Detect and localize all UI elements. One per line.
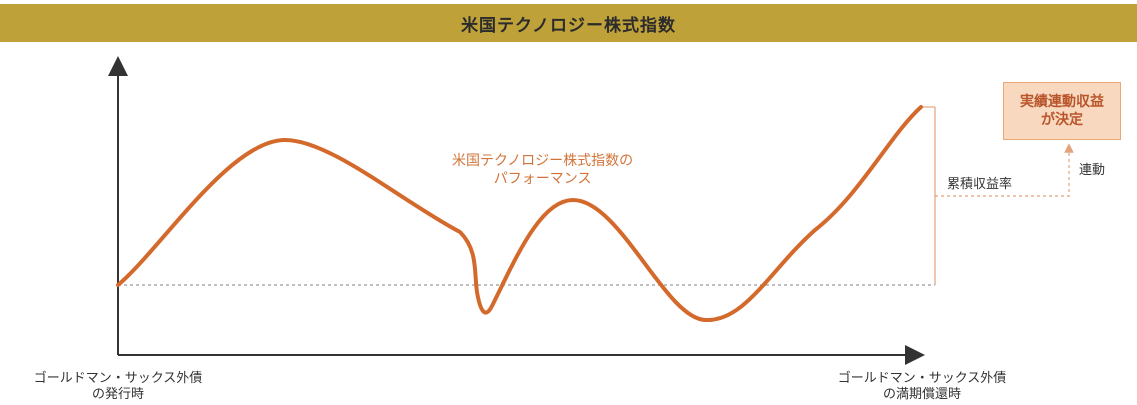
x-label-start-line2: の発行時 <box>91 387 144 402</box>
cumulative-return-label: 累積収益率 <box>947 177 1013 192</box>
curve-label-line1: 米国テクノロジー株式指数の <box>452 153 634 169</box>
result-box-line1: 実績連動収益 <box>1020 94 1104 110</box>
x-label-end-line2: の満期償還時 <box>882 387 961 402</box>
diagram-title: 米国テクノロジー株式指数 <box>461 15 676 36</box>
x-label-start: ゴールドマン・サックス外債 の発行時 <box>8 371 228 403</box>
curve-label-line2: パフォーマンス <box>493 171 592 187</box>
x-label-end: ゴールドマン・サックス外債 の満期償還時 <box>812 371 1032 403</box>
link-connector <box>935 143 1074 197</box>
curve-label: 米国テクノロジー株式指数の パフォーマンス <box>452 152 633 188</box>
performance-curve <box>116 105 923 323</box>
result-box-line2: が決定 <box>1041 112 1083 128</box>
x-label-end-line1: ゴールドマン・サックス外債 <box>837 371 1007 386</box>
result-box: 実績連動収益 が決定 <box>1003 82 1121 140</box>
link-label: 連動 <box>1079 163 1106 178</box>
title-bar: 米国テクノロジー株式指数 <box>0 4 1137 42</box>
x-label-start-line1: ゴールドマン・サックス外債 <box>33 371 203 386</box>
